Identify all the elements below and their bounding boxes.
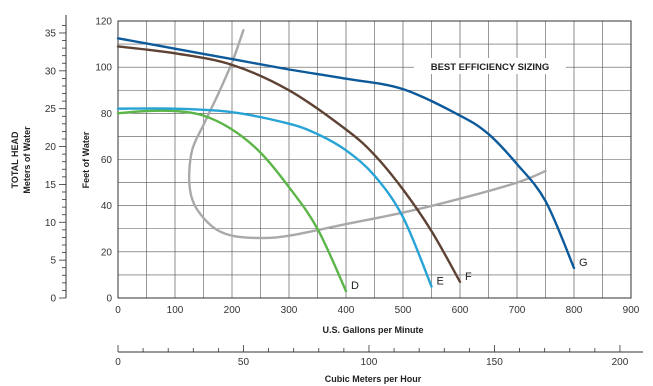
- series-label-d: D: [351, 280, 359, 292]
- plot-frame: [117, 20, 632, 299]
- annotation-text: BEST EFFICIENCY SIZING: [431, 62, 550, 73]
- series-line-e: [116, 107, 433, 288]
- secondary-y-tick-label: 15: [45, 180, 57, 191]
- x-tick-label: 300: [281, 305, 298, 316]
- x-tick-label: 0: [115, 305, 121, 316]
- annotation-background: [414, 58, 566, 74]
- series-label-g: G: [579, 257, 588, 269]
- secondary-y-tick-label: 5: [50, 256, 56, 267]
- secondary-y-tick-label: 30: [45, 66, 57, 77]
- best-efficiency-annotation: BEST EFFICIENCY SIZING: [414, 58, 566, 74]
- secondary-x-tick-label: 50: [238, 357, 250, 368]
- x-tick-label: 500: [395, 305, 412, 316]
- secondary-x-tick-label: 150: [486, 357, 503, 368]
- series-line-d: [116, 109, 348, 293]
- y-tick-label: 120: [95, 17, 112, 28]
- y-tick-label: 20: [101, 247, 113, 258]
- series-line-f: [116, 45, 462, 283]
- x-tick-label: 700: [509, 305, 526, 316]
- x-tick-label: 200: [224, 305, 241, 316]
- y-tick-label: 40: [101, 201, 113, 212]
- x-tick-label: 900: [623, 305, 640, 316]
- secondary-y-tick-label: 0: [50, 294, 56, 305]
- series-label-f: F: [465, 271, 472, 283]
- secondary-y-tick-label: 20: [45, 142, 57, 153]
- x-tick-label: 600: [452, 305, 469, 316]
- y-tick-label: 0: [106, 294, 112, 305]
- y-tick-label: 80: [101, 109, 113, 120]
- y-tick-label: 60: [101, 155, 113, 166]
- secondary-x-axis-title: Cubic Meters per Hour: [325, 374, 422, 384]
- secondary-y-tick-label: 25: [45, 104, 57, 115]
- y-axis-title: Feet of Water: [81, 131, 91, 188]
- x-tick-label: 100: [167, 305, 184, 316]
- chart-axes: 0 100 200 300 400 500 600 700 800 900020406080100…: [45, 15, 643, 368]
- secondary-x-tick-label: 0: [115, 357, 121, 368]
- chart-series: D E F G: [116, 29, 588, 293]
- secondary-y-axis-title-line2: Meters of Water: [22, 126, 32, 194]
- series-label-e: E: [437, 275, 444, 287]
- secondary-y-tick-label: 35: [45, 28, 57, 39]
- series-line-g: [116, 37, 576, 270]
- secondary-x-tick-label: 100: [361, 357, 378, 368]
- secondary-y-tick-label: 10: [45, 218, 57, 229]
- secondary-y-axis-title-line1: TOTAL HEAD: [10, 131, 20, 189]
- x-tick-label: 800: [566, 305, 583, 316]
- y-tick-label: 100: [95, 63, 112, 74]
- x-axis-title: U.S. Gallons per Minute: [322, 325, 423, 335]
- secondary-x-tick-label: 200: [612, 357, 629, 368]
- x-tick-label: 400: [338, 305, 355, 316]
